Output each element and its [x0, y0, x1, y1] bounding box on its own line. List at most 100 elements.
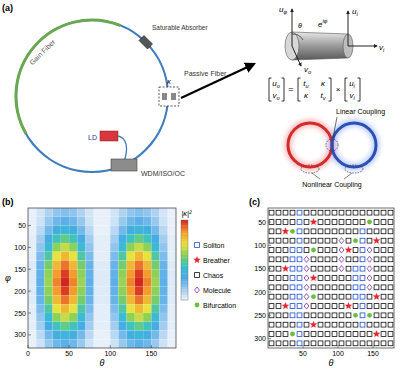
heatmap-cell [28, 234, 36, 243]
heatmap-cell [77, 296, 85, 305]
colorbar-step [181, 271, 188, 274]
state-marker [290, 210, 295, 215]
state-marker [311, 304, 316, 309]
heatmap-cell [143, 278, 151, 287]
heatmap-cell [69, 278, 77, 287]
heatmap-cell [110, 252, 118, 261]
legend: SolitonBreatherChaosMoleculeBifurcation [194, 242, 237, 309]
y-tick-label: 200 [254, 289, 266, 296]
heatmap-cell [69, 217, 77, 226]
heatmap-cell [151, 208, 159, 217]
state-marker [346, 257, 351, 262]
heatmap-cell [110, 278, 118, 287]
heatmap-cell [168, 296, 176, 305]
state-marker [388, 332, 393, 337]
legend-label: Breather [203, 257, 231, 264]
state-marker [304, 256, 309, 262]
heatmap-cell [77, 304, 85, 313]
state-marker [325, 257, 330, 262]
heatmap-cell [135, 296, 143, 305]
state-marker [318, 276, 323, 281]
state-marker [304, 332, 309, 337]
heatmap-cell [53, 322, 61, 331]
state-marker [310, 219, 317, 225]
symbol-base: κ [321, 79, 326, 88]
heatmap-cell [135, 269, 143, 278]
state-marker [276, 266, 281, 271]
state-marker [311, 229, 316, 234]
linear-coupling-label: Linear Coupling [336, 108, 385, 116]
colorbar-frame [181, 220, 188, 300]
x-tick-label: 50 [65, 350, 73, 357]
state-marker [297, 210, 302, 215]
state-marker [276, 322, 281, 327]
heatmap-cell [135, 304, 143, 313]
state-marker [290, 304, 295, 309]
heatmap-cell [102, 278, 110, 287]
superscript: iφ [322, 18, 327, 24]
heatmap-cell [143, 261, 151, 270]
state-marker [332, 322, 337, 327]
state-marker [311, 210, 316, 215]
state-marker [381, 276, 386, 281]
pump-fiber [118, 136, 126, 162]
symbol-base: v [349, 91, 354, 100]
colorbar-step [181, 279, 188, 282]
state-marker [325, 238, 330, 243]
state-marker [290, 341, 295, 346]
legend-marker [195, 243, 200, 248]
heatmap-cell [61, 252, 69, 261]
x-tick [151, 345, 152, 348]
y-tick [28, 247, 31, 248]
panel-label: (b) [2, 197, 14, 207]
state-marker [381, 257, 386, 262]
heatmap-cell [160, 243, 168, 252]
x-tick [69, 345, 70, 348]
y-tick [268, 338, 271, 339]
heatmap-cell [110, 217, 118, 226]
heatmap-cell [94, 226, 102, 235]
heatmap-cell [118, 322, 126, 331]
heatmap-cell [86, 261, 94, 270]
state-marker [346, 238, 351, 243]
heatmap-cell [94, 278, 102, 287]
heatmap-cell [61, 278, 69, 287]
leader-line [312, 173, 320, 179]
heatmap-cell [143, 304, 151, 313]
state-marker [339, 238, 344, 244]
vector-entry: vi [349, 91, 355, 101]
heatmap-cell [135, 313, 143, 322]
heatmap-cell [28, 313, 36, 322]
state-marker [297, 332, 302, 337]
state-marker [367, 266, 372, 272]
laser-schematic: Gain FiberSaturable AbsorberκPassive Fib… [16, 20, 254, 177]
state-marker [346, 229, 351, 234]
state-marker [374, 313, 379, 318]
legend-label: Chaos [203, 272, 224, 279]
heatmap-cell [102, 331, 110, 340]
state-marker [367, 247, 372, 253]
state-marker [318, 210, 323, 215]
y-tick [28, 291, 31, 292]
heatmap-cell [160, 296, 168, 305]
state-marker [339, 220, 344, 225]
state-marker [374, 210, 379, 215]
heatmap-cell [44, 296, 52, 305]
state-marker [325, 332, 330, 337]
state-marker [339, 304, 344, 309]
heatmap-cell [53, 269, 61, 278]
heatmap-cell [127, 217, 135, 226]
heatmap-cell [44, 226, 52, 235]
nonlinear-coupling-region [301, 165, 319, 173]
heatmap-cell [44, 278, 52, 287]
symbol-base: κ [304, 91, 309, 100]
heatmap-cell [44, 287, 52, 296]
heatmap-cell [127, 243, 135, 252]
colorbar-step [181, 249, 188, 252]
heatmap-cell [160, 208, 168, 217]
y-tick [268, 222, 271, 223]
heatmap-cell [118, 208, 126, 217]
heatmap-cell [77, 269, 85, 278]
colorbar-step [181, 287, 188, 290]
heatmap-cell [151, 252, 159, 261]
